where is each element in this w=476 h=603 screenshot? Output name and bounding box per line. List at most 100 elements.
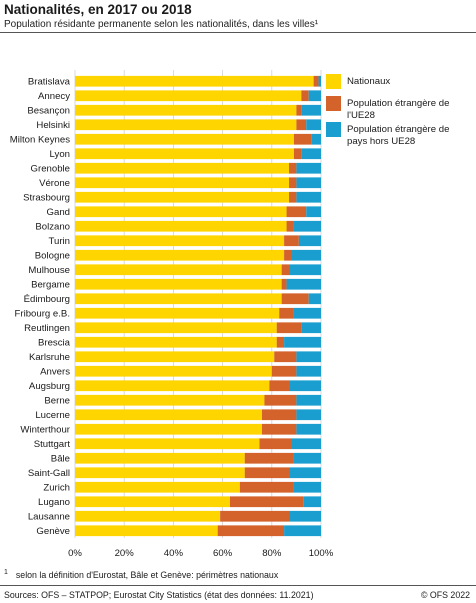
bar-segment: [264, 394, 297, 406]
bar-segment: [318, 75, 321, 87]
bar-segment: [281, 264, 290, 276]
bar-segment: [289, 264, 321, 276]
bar-segment: [289, 177, 297, 189]
copyright-text: © OFS 2022: [420, 590, 470, 600]
legend-swatch: [326, 74, 341, 89]
category-label: Besançon: [27, 106, 70, 117]
bar-segment: [296, 191, 321, 203]
category-label: Vérone: [39, 178, 70, 189]
bar-segment: [75, 162, 290, 174]
legend-label: pays hors UE28: [347, 136, 415, 147]
category-label: Bolzano: [35, 222, 70, 233]
legend-swatch: [326, 122, 341, 137]
bar-segment: [284, 336, 321, 348]
bar-segment: [301, 90, 309, 102]
bar-segment: [75, 481, 240, 493]
chart-subtitle: Population résidante permanente selon le…: [4, 19, 319, 30]
x-tick-label: 60%: [213, 548, 233, 559]
source-text: Sources: OFS – STATPOP; Eurostat City St…: [4, 590, 314, 600]
bar-segment: [75, 510, 221, 522]
bar-segment: [259, 438, 292, 450]
bar-segment: [301, 322, 321, 334]
bar-segment: [284, 525, 321, 537]
bar-segment: [220, 510, 290, 522]
category-label: Annecy: [38, 91, 70, 102]
bar-segment: [311, 133, 321, 145]
bar-segment: [296, 409, 321, 421]
bar-segment: [75, 133, 294, 145]
bar-segment: [286, 206, 307, 218]
category-label: Bâle: [51, 454, 70, 465]
category-label: Bologne: [35, 251, 70, 262]
bar-segment: [293, 307, 321, 319]
category-label: Lugano: [38, 497, 70, 508]
bar-segment: [75, 322, 277, 334]
category-label: Gand: [47, 207, 70, 218]
legend-label: l'UE28: [347, 110, 375, 121]
x-tick-label: 80%: [262, 548, 282, 559]
bar-segment: [75, 90, 302, 102]
bar-segment: [281, 278, 287, 290]
bar-segment: [293, 481, 321, 493]
bar-segment: [289, 467, 321, 479]
bar-segment: [296, 119, 307, 131]
category-label: Karlsruhe: [29, 352, 70, 363]
bar-segment: [261, 409, 297, 421]
legend-label: Population étrangère de: [347, 124, 449, 135]
x-axis-ticks: 0% 20% 40% 60% 80% 100%: [68, 548, 334, 559]
bars: [75, 75, 321, 537]
bar-segment: [303, 496, 321, 508]
bar-segment: [75, 75, 314, 87]
bar-segment: [239, 481, 294, 493]
category-label: Zurich: [43, 483, 70, 494]
header-divider: [0, 32, 476, 33]
category-label: Lausanne: [28, 512, 70, 523]
bar-segment: [289, 380, 321, 392]
bar-segment: [291, 249, 321, 261]
bar-segment: [75, 336, 277, 348]
bar-segment: [75, 409, 262, 421]
footnote-text: selon la définition d'Eurostat, Bâle et …: [15, 569, 279, 580]
bar-segment: [296, 177, 321, 189]
bar-segment: [75, 191, 290, 203]
bar-segment: [289, 162, 297, 174]
bar-segment: [291, 438, 321, 450]
stacked-bar-chart: Bratislava Annecy Besançon Helsinki Milton K…: [10, 70, 449, 559]
bar-segment: [289, 191, 297, 203]
x-tick-label: 100%: [309, 548, 334, 559]
bar-segment: [271, 365, 297, 377]
category-label: Reutlingen: [24, 323, 70, 334]
bar-segment: [75, 467, 245, 479]
category-label: Stuttgart: [34, 439, 71, 450]
chart-title: Nationalités, en 2017 ou 2018: [4, 2, 192, 17]
bar-segment: [276, 322, 302, 334]
bar-segment: [296, 423, 321, 435]
category-label: Édimbourg: [24, 294, 70, 305]
bar-segment: [244, 452, 294, 464]
bar-segment: [293, 220, 321, 232]
bar-segment: [75, 293, 282, 305]
category-label: Turin: [48, 236, 70, 247]
bar-segment: [75, 351, 275, 363]
bar-segment: [306, 119, 321, 131]
bar-segment: [75, 380, 270, 392]
bar-segment: [296, 351, 321, 363]
bar-segment: [229, 496, 304, 508]
category-label: Saint-Gall: [28, 468, 70, 479]
bar-segment: [75, 119, 297, 131]
bar-segment: [75, 235, 285, 247]
bar-segment: [75, 438, 260, 450]
category-label: Fribourg e.B.: [15, 309, 70, 320]
category-label: Berne: [44, 396, 70, 407]
bar-segment: [293, 452, 321, 464]
category-label: Anvers: [40, 367, 70, 378]
category-label: Mulhouse: [28, 265, 70, 276]
bar-segment: [75, 264, 282, 276]
category-label: Bergame: [31, 280, 70, 291]
bar-segment: [75, 249, 285, 261]
bar-segment: [75, 452, 245, 464]
bar-segment: [301, 148, 321, 160]
bar-segment: [296, 394, 321, 406]
bar-segment: [281, 293, 309, 305]
